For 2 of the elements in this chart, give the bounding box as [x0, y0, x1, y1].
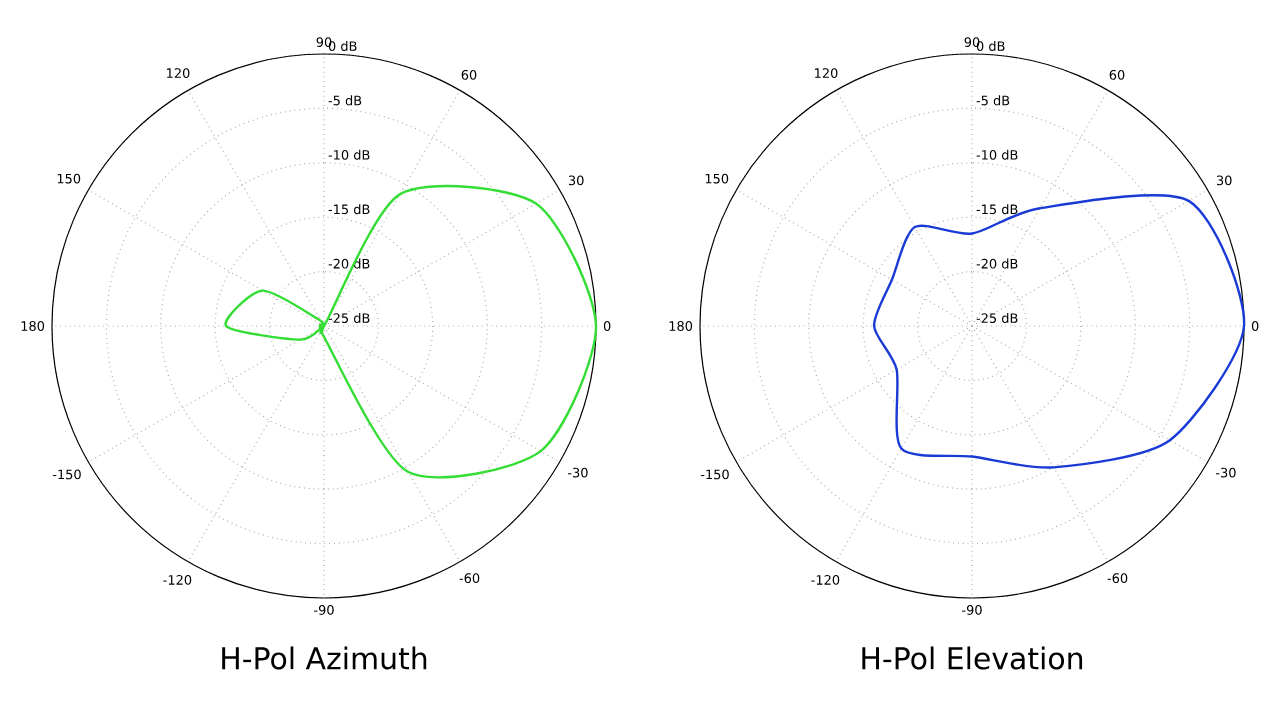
text: H-Pol Azimuth — [222, 646, 427, 670]
text: H-Pol Elevation — [862, 646, 1083, 670]
